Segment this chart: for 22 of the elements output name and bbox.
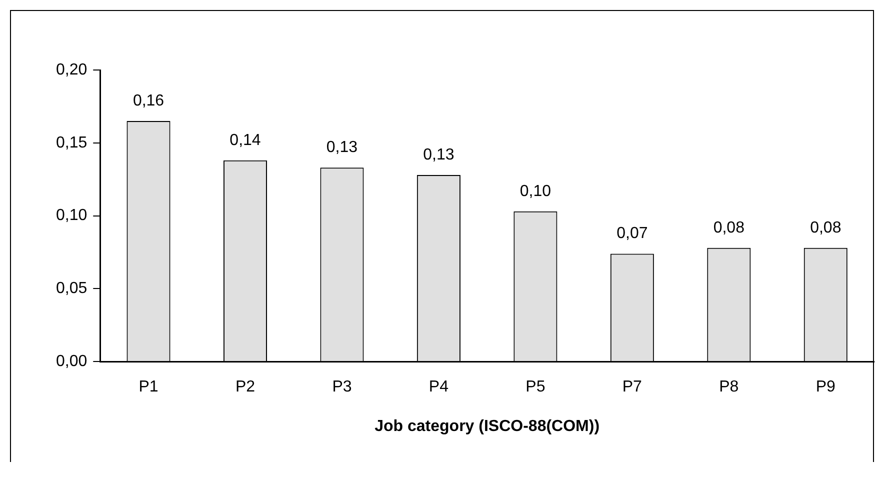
data-label: 0,13 [423, 146, 454, 164]
data-label: 0,08 [810, 219, 842, 236]
y-tick-label: 0,15 [56, 134, 88, 152]
data-label: 0,10 [520, 182, 552, 200]
y-tick-label: 0,20 [56, 61, 88, 78]
x-tick-label: P2 [235, 378, 256, 396]
x-tick-label: P9 [816, 378, 836, 396]
data-label: 0,08 [713, 219, 745, 236]
x-tick-label: P5 [526, 378, 546, 396]
y-tick-label: 0,00 [56, 353, 88, 370]
data-label: 0,14 [230, 132, 261, 149]
data-label: 0,16 [132, 92, 164, 110]
x-tick-label: P7 [622, 378, 642, 396]
y-tick-label: 0,10 [56, 207, 88, 224]
data-label: 0,13 [326, 139, 358, 156]
y-tick-label: 0,05 [56, 280, 88, 298]
data-label: 0,07 [616, 225, 648, 242]
x-tick-label: P1 [138, 378, 158, 396]
x-tick-label: P4 [428, 378, 449, 396]
x-axis-title: Job category (ISCO-88(COM)) [374, 418, 600, 435]
x-tick-label: P8 [719, 378, 739, 396]
x-tick-label: P3 [332, 378, 352, 396]
